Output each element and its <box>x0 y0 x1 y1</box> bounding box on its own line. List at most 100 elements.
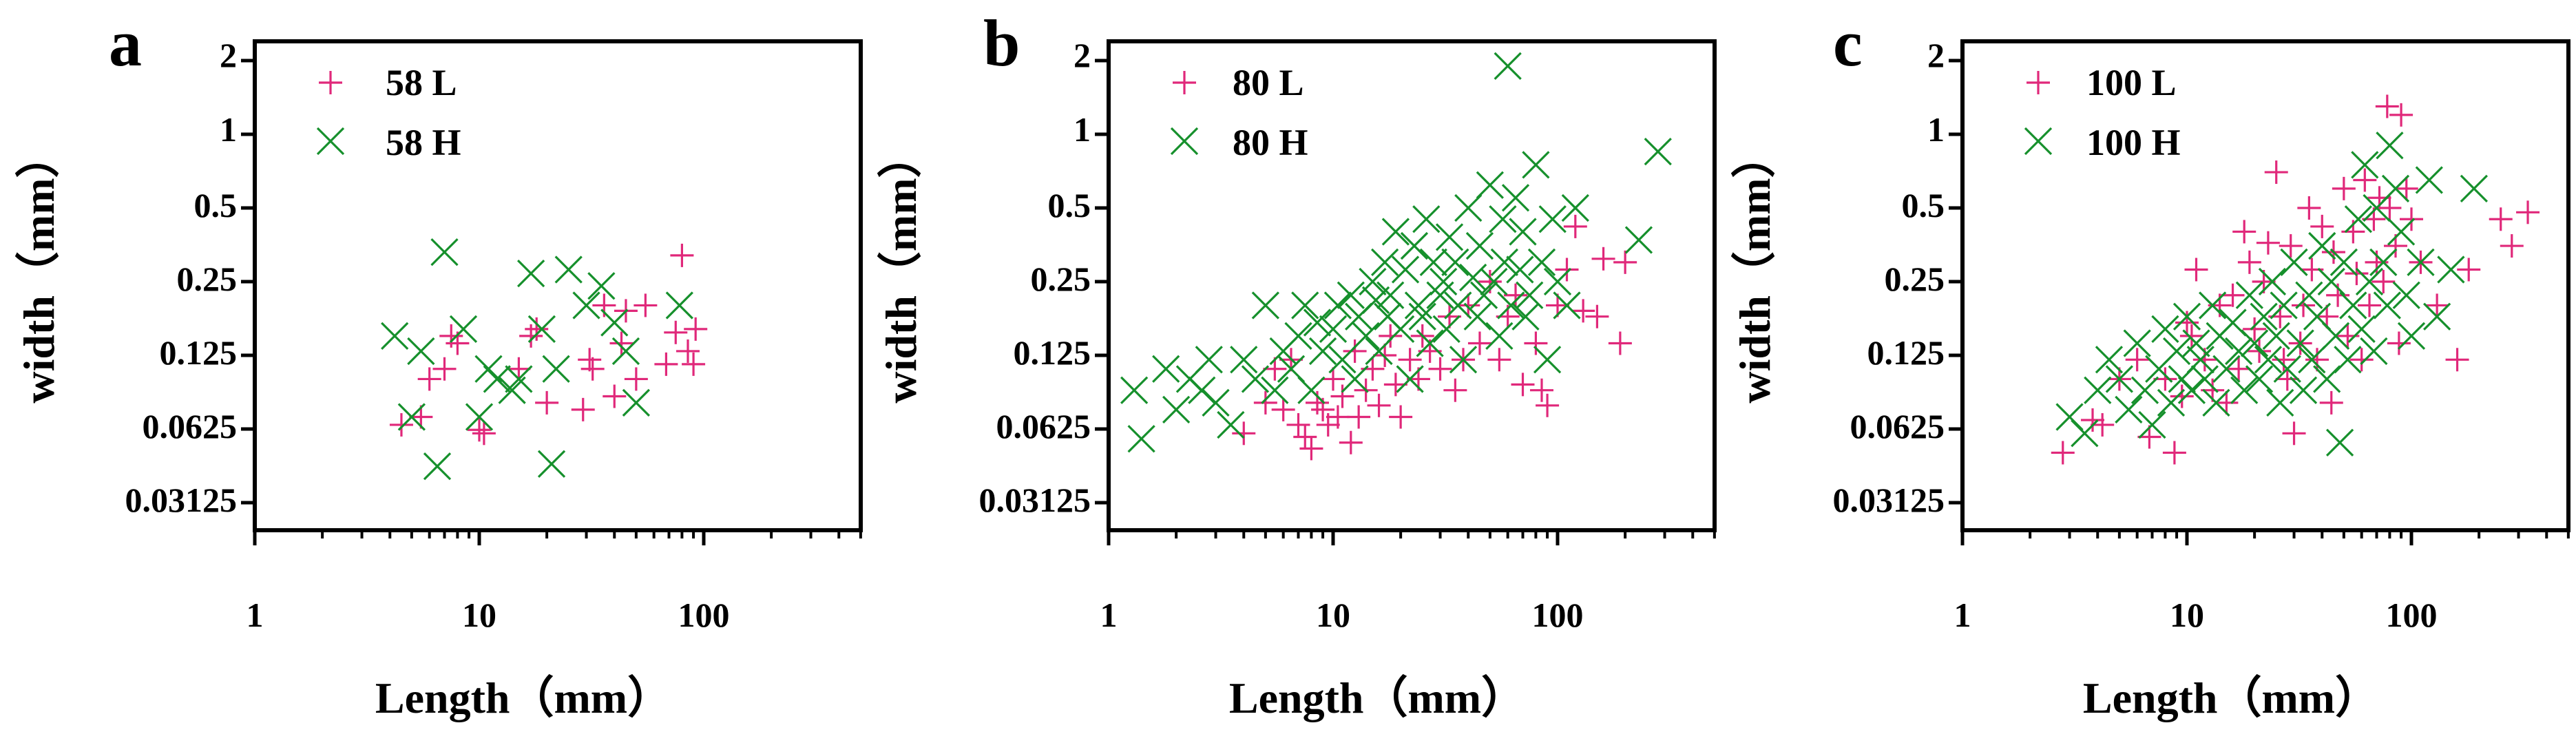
panel-c-ytick-4: 0.5 <box>1902 186 1945 224</box>
panel-c-series-1-point-36 <box>2280 248 2308 276</box>
panel-c-series-1-point-63 <box>2407 248 2435 276</box>
panel-b-series-1-point-51 <box>1459 263 1487 292</box>
panel-a-series-0-point-21 <box>654 352 678 376</box>
panel-b-series-1-point-12 <box>1261 376 1289 404</box>
panel-b-series-1-point-49 <box>1449 346 1478 374</box>
panel-b-series-0-point-15 <box>1343 339 1367 363</box>
panel-c-series-0-point-60 <box>2445 348 2469 372</box>
panel-c-series-1-point-11 <box>2157 388 2186 417</box>
panel-c: c width（mm） Length（mm） 0.03125 0.0625 0.… <box>1730 6 2570 722</box>
panel-b-series-1-point-33 <box>1381 218 1410 246</box>
panel-c-series-0-point-56 <box>2394 176 2418 200</box>
panel-c-legend-marker-0 <box>2027 71 2050 94</box>
panel-c-series-0-point-37 <box>2319 390 2343 415</box>
panel-b-ytick-3: 0.25 <box>1031 260 1091 298</box>
panel-a-series-0-point-3 <box>432 357 457 381</box>
panel-a-yticks: 0.03125 0.0625 0.125 0.25 0.5 1 2 <box>125 36 238 519</box>
panel-b-series-1-point-74 <box>1624 226 1653 254</box>
panel-b-ytick-6: 2 <box>1074 36 1091 74</box>
panel-b-series-1-point-10 <box>1241 365 1270 393</box>
panel-b-series-0-point-44 <box>1563 214 1587 238</box>
panel-c-series-1-point-14 <box>2172 302 2201 331</box>
panel-c-ytick-2: 0.125 <box>1867 333 1945 372</box>
panel-b-series-0-point-23 <box>1389 405 1413 429</box>
panel-a-ytick-5: 1 <box>220 110 237 149</box>
panel-b-series-1-point-41 <box>1416 329 1444 357</box>
panel-c-series-1-point-32 <box>2262 322 2290 350</box>
panel-a-ytick-6: 2 <box>220 36 237 74</box>
panel-b-xlabel: Length（mm） <box>1229 673 1525 722</box>
panel-a-series-0-point-0 <box>389 412 413 437</box>
panel-b-series-0-point-33 <box>1467 331 1491 355</box>
panel-b-ytick-4: 0.5 <box>1048 186 1091 224</box>
panel-c-series-0-point-11 <box>2184 258 2208 282</box>
panel-a-legend: 58 L 58 H <box>316 62 461 163</box>
panel-c-series-0-point-45 <box>2353 168 2377 192</box>
panel-a-ytick-2: 0.125 <box>160 333 238 372</box>
panel-b-series-1-point-64 <box>1509 218 1537 246</box>
panel-b-series-1-point-57 <box>1485 322 1514 350</box>
panel-b-frame <box>1107 39 1717 532</box>
panel-b-series-0-point-29 <box>1438 304 1462 328</box>
panel-b-series-1-point-6 <box>1195 346 1223 374</box>
panel-a-xlabel: Length（mm） <box>375 673 671 722</box>
panel-c-series-1-point-10 <box>2151 315 2179 344</box>
panel-b-series-1-point-30 <box>1370 248 1399 276</box>
panel-a-series-1-point-15 <box>554 255 583 284</box>
panel-c-series-0-point-1 <box>2081 408 2105 432</box>
panel-c-legend-label-0: 100 L <box>2086 62 2177 103</box>
panel-c-series-1-point-7 <box>2130 376 2159 404</box>
panel-c-series-1-point-39 <box>2295 281 2323 309</box>
panel-b-series-0-point-30 <box>1443 378 1467 402</box>
panel-b-series-1-point-3 <box>1162 395 1191 423</box>
panel-b-ytick-0: 0.03125 <box>979 481 1091 519</box>
panel-c-series-0-point-36 <box>2315 304 2339 328</box>
panel-b-series-1-point-28 <box>1361 286 1390 315</box>
panel-b-series-1-point-2 <box>1152 355 1180 383</box>
panel-b-series-0-point-0 <box>1232 421 1256 446</box>
panel-b-points <box>1120 52 1672 461</box>
panel-a-series-0-point-26 <box>684 317 708 341</box>
panel-c-series-1-point-53 <box>2355 267 2384 296</box>
panel-b-series-1-point-47 <box>1441 248 1469 276</box>
panel-a-legend-marker-0 <box>319 71 342 94</box>
panel-b-series-1-point-15 <box>1284 322 1312 350</box>
panel-c-series-0-point-40 <box>2332 176 2356 200</box>
panel-a-series-0-point-22 <box>664 320 688 344</box>
panel-a-series-0-point-8 <box>507 357 531 381</box>
panel-c-series-1-point-54 <box>2360 337 2388 366</box>
panel-c-series-1-point-35 <box>2273 355 2301 383</box>
panel-c-series-0-point-62 <box>2489 207 2513 231</box>
panel-b-legend-symbol-0 <box>1173 71 1196 94</box>
panel-b-series-1-point-19 <box>1308 337 1337 366</box>
panel-b-series-0-point-48 <box>1608 331 1632 355</box>
panel-a-series-1-point-5 <box>449 315 478 344</box>
panel-a-series-1-point-1 <box>397 403 426 431</box>
panel-b-ytick-2: 0.125 <box>1014 333 1091 372</box>
panel-a-series-1-point-3 <box>423 452 452 481</box>
panel-b-series-1-point-59 <box>1490 248 1519 276</box>
panel-c-series-0-point-52 <box>2378 196 2402 220</box>
panel-c-series-0-point-16 <box>2221 283 2245 307</box>
panel-b-series-0-point-13 <box>1330 384 1354 408</box>
panel-c-series-0-point-19 <box>2237 250 2261 274</box>
panel-c-series-1-point-44 <box>2317 267 2345 296</box>
panel-c-series-1-point-42 <box>2308 231 2336 260</box>
panel-b-series-1-point-50 <box>1454 193 1483 222</box>
panel-a-ticks <box>241 59 862 545</box>
panel-c-series-1-point-3 <box>2095 346 2124 374</box>
panel-b-series-1-point-20 <box>1319 315 1348 344</box>
panel-c-series-0-point-55 <box>2389 103 2413 127</box>
panel-c-series-1-point-56 <box>2369 248 2398 276</box>
panel-b-series-1-point-1 <box>1127 425 1155 453</box>
panel-c-series-1-point-60 <box>2387 218 2416 246</box>
panel-b-series-0-point-41 <box>1536 393 1560 417</box>
panel-b-series-1-point-39 <box>1408 302 1436 331</box>
panel-c-frame <box>1960 39 2570 532</box>
panel-a-series-0-point-17 <box>609 331 633 355</box>
panel-b-series-1-point-55 <box>1476 171 1504 199</box>
panel-c-series-1-point-17 <box>2186 346 2214 374</box>
panel-c-ytick-1: 0.0625 <box>1850 407 1945 446</box>
panel-c-series-0-point-4 <box>2125 348 2149 372</box>
panel-c-series-0-point-31 <box>2292 293 2316 317</box>
